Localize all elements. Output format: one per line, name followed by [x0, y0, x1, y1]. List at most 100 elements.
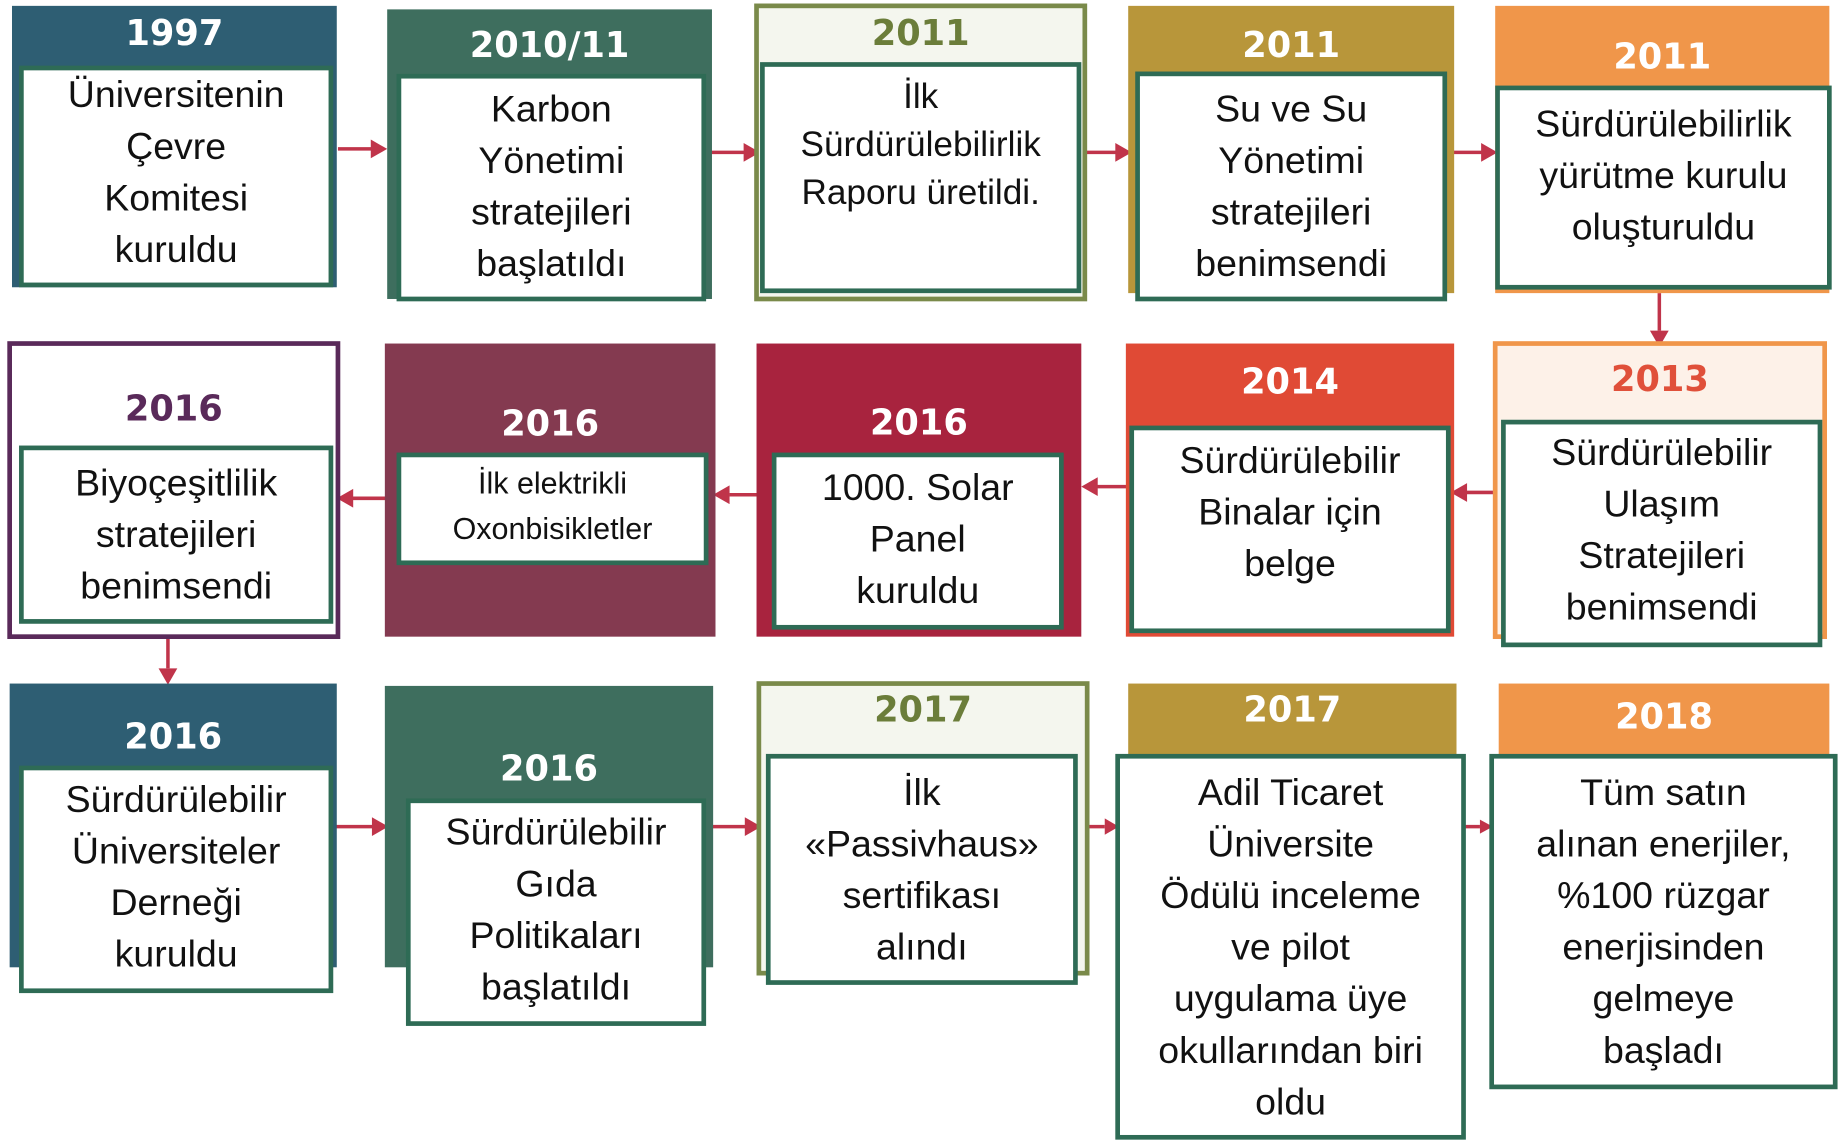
timeline-node: 2016 Biyoçeşitlilik stratejileri benimsendi	[7, 341, 341, 640]
year-header	[1128, 683, 1457, 757]
event-text: Üniversitenin	[68, 73, 285, 115]
event-text: oldu	[1255, 1080, 1326, 1122]
year: 2011	[1613, 37, 1711, 78]
event-text: Karbon	[491, 87, 612, 129]
event-text: stratejileri	[471, 190, 631, 232]
event-text: İlk elektrikli	[478, 465, 627, 500]
year: 2016	[124, 717, 222, 758]
arrow	[337, 139, 388, 159]
event-box	[19, 765, 334, 994]
event-text: başladı	[1603, 1029, 1724, 1071]
event-text: oluşturuldu	[1572, 206, 1755, 248]
arrow	[158, 639, 178, 685]
event-text: sertifikası	[843, 874, 1001, 916]
event-text: Derneği	[110, 881, 241, 923]
year: 2016	[870, 402, 968, 443]
event-text: gelmeye	[1593, 977, 1735, 1019]
event-text: Oxonbisikletler	[453, 512, 653, 546]
event-text: Sürdürülebilirlik	[801, 125, 1042, 164]
event-text: «Passivhaus»	[805, 822, 1038, 864]
arrow	[1447, 143, 1498, 162]
event-box	[1129, 425, 1451, 634]
event-text: stratejileri	[96, 513, 256, 555]
event-text: benimsendi	[1566, 586, 1758, 628]
event-text: Sürdürülebilir	[1180, 439, 1401, 481]
event-box	[1115, 753, 1466, 1140]
timeline-node: 1997 Üniversitenin Çevre Komitesi kuruldu	[11, 5, 337, 288]
event-text: başlatıldı	[481, 965, 631, 1007]
year: 2011	[1242, 25, 1340, 66]
event-text: Adil Ticaret	[1198, 771, 1384, 813]
timeline-node: 2017 Adil Ticaret Üniversite Ödülü inceleme…	[1115, 683, 1466, 1140]
year: 2017	[1243, 690, 1341, 731]
arrow	[1081, 143, 1132, 162]
event-text: Sürdürülebilirlik	[1535, 103, 1792, 145]
event-text: kuruldu	[115, 933, 238, 975]
year: 2016	[500, 748, 598, 789]
event-box	[1135, 71, 1448, 302]
event-text: Panel	[870, 518, 966, 560]
event-text: Komitesi	[104, 176, 248, 218]
event-box	[19, 65, 334, 288]
event-text: Üniversiteler	[72, 829, 280, 871]
event-box	[405, 798, 707, 1026]
event-text: kuruldu	[856, 569, 979, 611]
event-text: Su ve Su	[1215, 87, 1367, 129]
event-text: İlk	[903, 771, 941, 813]
event-text: Politikaları	[470, 914, 643, 956]
connectors	[158, 139, 1669, 836]
year: 2014	[1241, 361, 1339, 402]
event-box	[765, 753, 1078, 985]
year-header	[1498, 683, 1830, 757]
year: 2013	[1611, 359, 1709, 400]
event-box	[771, 452, 1064, 630]
event-text: okullarından biri	[1158, 1029, 1423, 1071]
event-text: Ulaşım	[1603, 482, 1720, 524]
event-text: Tüm satın	[1580, 771, 1747, 813]
event-text: belge	[1244, 542, 1336, 584]
event-text: Yönetimi	[478, 139, 624, 181]
event-text: benimsendi	[1195, 242, 1387, 284]
event-text: benimsendi	[80, 564, 272, 606]
event-text: kuruldu	[115, 228, 238, 270]
timeline-node: 2018 Tüm satın alınan enerjiler, %100 rüzga…	[1489, 683, 1838, 1090]
timeline-node: 2016 Sürdürülebilir Gıda Politikaları başlat…	[384, 685, 714, 1026]
arrow	[330, 817, 389, 836]
event-text: alındı	[876, 926, 968, 968]
timeline-node: 2017 İlk «Passivhaus» sertifikası alındı	[756, 681, 1090, 985]
event-text: alınan enerjiler,	[1536, 822, 1790, 864]
event-text: %100 rüzgar	[1557, 874, 1770, 916]
event-text: Üniversite	[1207, 822, 1374, 864]
timeline-node: 2016 Sürdürülebilir Üniversiteler Derneği ku…	[9, 683, 337, 994]
event-text: Biyoçeşitlilik	[75, 461, 277, 503]
year: 2011	[872, 13, 970, 54]
event-box	[1495, 85, 1832, 290]
event-box	[19, 445, 334, 624]
event-text: 1000. Solar	[822, 466, 1014, 508]
year: 2016	[501, 404, 599, 445]
event-text: Sürdürülebilir	[66, 778, 287, 820]
year: 2017	[874, 690, 972, 731]
event-text: enerjisinden	[1562, 926, 1764, 968]
event-text: Binalar için	[1198, 491, 1381, 533]
timeline-node: 2016 1000. Solar Panel kuruldu	[756, 343, 1082, 637]
event-box	[1489, 753, 1838, 1090]
timeline-node: 2010/11 Karbon Yönetimi stratejileri başlatı…	[387, 9, 712, 302]
event-text: İlk	[903, 77, 939, 116]
event-box	[760, 62, 1082, 294]
event-box	[396, 73, 707, 302]
event-box	[1501, 419, 1823, 648]
timeline-node: 2016 İlk elektrikli Oxonbisikletler	[384, 343, 716, 637]
event-text: stratejileri	[1211, 190, 1371, 232]
event-text: Yönetimi	[1218, 139, 1364, 181]
year: 1997	[125, 13, 223, 54]
arrow	[1649, 293, 1669, 348]
timeline-node: 2011 İlk Sürdürülebilirlik Raporu üretildi.	[754, 3, 1088, 302]
event-text: Sürdürülebilir	[1551, 431, 1772, 473]
year: 2016	[125, 388, 223, 429]
event-text: Gıda	[515, 862, 596, 904]
event-text: ve pilot	[1231, 926, 1350, 968]
event-box	[396, 452, 709, 566]
year: 2018	[1615, 697, 1713, 738]
